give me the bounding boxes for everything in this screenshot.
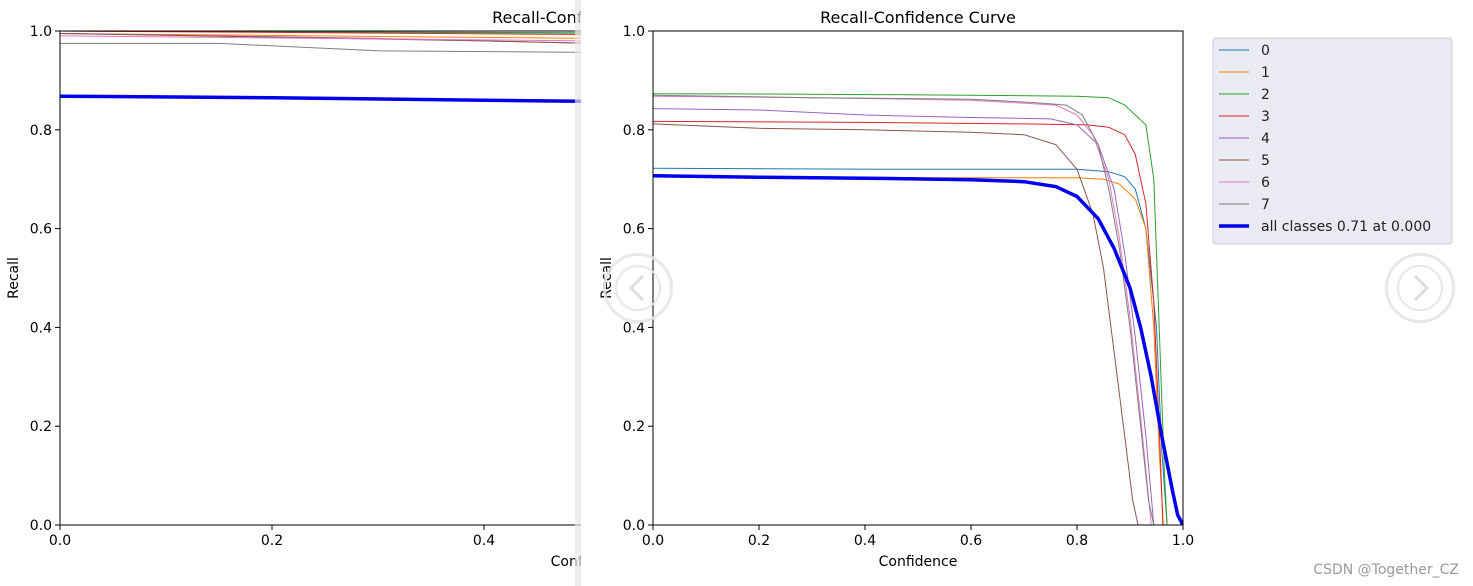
y-tick-label: 0.2 bbox=[30, 419, 52, 435]
y-tick-label: 0.2 bbox=[623, 419, 645, 435]
y-tick-label: 1.0 bbox=[623, 24, 645, 40]
y-tick-label: 0.6 bbox=[30, 222, 52, 238]
series-line-class-0 bbox=[653, 167, 1168, 525]
x-tick-label: 0.6 bbox=[960, 533, 982, 549]
series-line-class-7 bbox=[653, 94, 1155, 525]
series-group bbox=[653, 93, 1183, 525]
x-tick-label: 0.2 bbox=[748, 533, 770, 549]
chevron-right-icon bbox=[1397, 265, 1443, 311]
series-line-class-2 bbox=[653, 93, 1168, 525]
legend-label: all classes 0.71 at 0.000 bbox=[1261, 219, 1431, 235]
legend-label: 3 bbox=[1261, 109, 1270, 125]
y-tick-label: 1.0 bbox=[30, 24, 52, 40]
chart-legend: 0 1 2 3 4 5 6 7 all classes 0.71 at 0.000 bbox=[1212, 37, 1453, 245]
x-tick-label: 0.4 bbox=[854, 533, 876, 549]
y-tick-label: 0.4 bbox=[30, 320, 52, 336]
legend-label: 0 bbox=[1261, 43, 1270, 59]
series-line-class-4 bbox=[653, 108, 1155, 525]
carousel-divider-shadow bbox=[575, 0, 581, 586]
x-tick-label: 0.0 bbox=[642, 533, 664, 549]
series-line-class-5 bbox=[653, 123, 1139, 525]
legend-label: 1 bbox=[1261, 65, 1270, 81]
x-tick-label: 0.0 bbox=[49, 533, 71, 549]
chevron-left-icon bbox=[615, 265, 661, 311]
legend-label: 2 bbox=[1261, 87, 1270, 103]
y-tick-label: 0.0 bbox=[30, 518, 52, 534]
series-line-class-3 bbox=[653, 120, 1164, 525]
carousel-next-button[interactable] bbox=[1385, 253, 1455, 323]
y-tick-label: 0.0 bbox=[623, 518, 645, 534]
csdn-watermark: CSDN @Together_CZ bbox=[1313, 562, 1459, 578]
legend-label: 4 bbox=[1261, 131, 1270, 147]
y-tick-label: 0.8 bbox=[623, 123, 645, 139]
x-tick-label: 0.2 bbox=[261, 533, 283, 549]
legend-box bbox=[1212, 37, 1453, 245]
legend-label: 6 bbox=[1261, 175, 1270, 191]
y-tick-label: 0.8 bbox=[30, 123, 52, 139]
legend-label: 7 bbox=[1261, 197, 1270, 213]
carousel-prev-button[interactable] bbox=[603, 253, 673, 323]
x-tick-label: 0.8 bbox=[1066, 533, 1088, 549]
x-tick-label: 0.4 bbox=[473, 533, 495, 549]
series-line-class-1 bbox=[653, 176, 1164, 525]
chart-title: Recall-Confidence Curve bbox=[820, 8, 1016, 27]
y-axis-label: Recall bbox=[6, 257, 22, 299]
x-axis-label: Confidence bbox=[879, 554, 958, 570]
legend-label: 5 bbox=[1261, 153, 1270, 169]
x-tick-label: 1.0 bbox=[1172, 533, 1194, 549]
series-line-all-classes bbox=[653, 173, 1183, 525]
y-tick-label: 0.4 bbox=[623, 320, 645, 336]
y-tick-label: 0.6 bbox=[623, 222, 645, 238]
